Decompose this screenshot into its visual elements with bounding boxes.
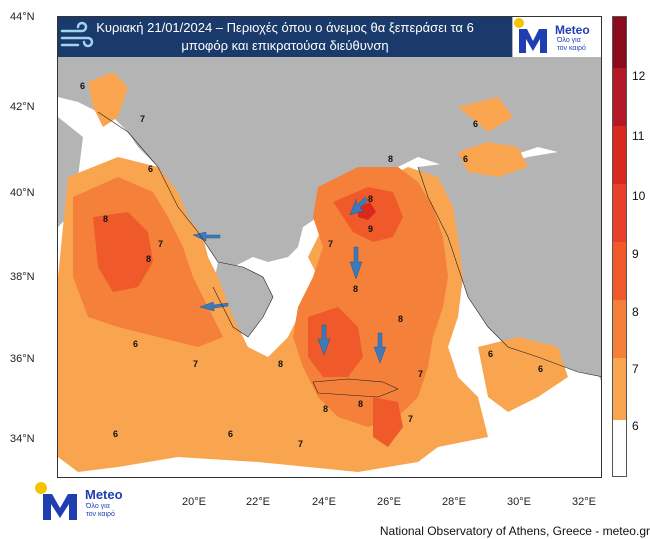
colorbar-label-8: 8 — [632, 305, 639, 319]
wind-icon — [60, 21, 94, 48]
contour-label-7: 7 — [418, 369, 423, 379]
lon-label-28: 28°E — [442, 496, 466, 508]
contour-label-6: 6 — [228, 429, 233, 439]
contour-label-6: 6 — [113, 429, 118, 439]
contour-label-7: 7 — [298, 439, 303, 449]
contour-label-7: 7 — [193, 359, 198, 369]
land-peloponnese — [213, 262, 273, 337]
contour-label-9: 9 — [368, 224, 373, 234]
contour-label-8: 8 — [368, 194, 373, 204]
map-title-line1: Κυριακή 21/01/2024 – Περιοχές όπου ο άνε… — [96, 20, 474, 35]
lon-label-24: 24°E — [312, 496, 336, 508]
meteo-logo-bottom[interactable]: Meteo Όλο για τον καιρό — [35, 482, 130, 522]
meteo-logo-top[interactable]: Meteo Όλο για τον καιρό — [513, 17, 601, 57]
lon-label-22: 22°E — [246, 496, 270, 508]
contour-labels: 6 7 6 8 7 8 6 7 6 8 9 8 7 8 8 8 8 7 8 7 … — [80, 81, 543, 449]
contour-label-8: 8 — [146, 254, 151, 264]
meteo-logo-bottom-tagline-1: Όλο για — [86, 503, 110, 510]
map-title-line2: μποφόρ και επικρατούσα διεύθυνση — [181, 38, 389, 53]
contour-label-8: 8 — [358, 399, 363, 409]
lon-label-20: 20°E — [182, 496, 206, 508]
colorbar-segment-8 — [613, 242, 626, 300]
meteo-logo-tagline-2: τον καιρό — [557, 45, 586, 52]
contour-label-7: 7 — [408, 414, 413, 424]
wind-map-canvas: 6 7 6 8 7 8 6 7 6 8 9 8 7 8 8 8 8 7 8 7 … — [58, 17, 601, 477]
land-balkans — [58, 17, 601, 267]
contour-label-8: 8 — [278, 359, 283, 369]
contour-label-7: 7 — [328, 239, 333, 249]
colorbar-segment-9 — [613, 184, 626, 242]
coastlines — [97, 111, 601, 398]
wind-arrow-south-3 — [373, 332, 387, 364]
wind-zone-bf8 — [93, 187, 403, 447]
contour-label-6: 6 — [473, 119, 478, 129]
colorbar-label-12: 12 — [632, 69, 646, 83]
meteo-logo-icon — [514, 18, 547, 53]
contour-label-8: 8 — [323, 404, 328, 414]
colorbar-label-7: 7 — [632, 362, 639, 376]
land-italy — [58, 117, 83, 227]
colorbar-segment-7 — [613, 300, 626, 358]
lon-label-26: 26°E — [377, 496, 401, 508]
colorbar-label-10: 10 — [632, 189, 646, 203]
contour-label-6: 6 — [463, 154, 468, 164]
meteo-logo-bottom-tagline-2: τον καιρό — [86, 511, 115, 518]
meteo-logo-tagline-1: Όλο για — [557, 37, 581, 44]
lat-label-42: 42°N — [10, 101, 35, 113]
colorbar-segment-12plus — [613, 17, 626, 68]
colorbar-segment-6 — [613, 358, 626, 420]
land-cyprus-hint — [598, 369, 601, 381]
lon-label-32: 32°E — [572, 496, 596, 508]
contour-label-6: 6 — [80, 81, 85, 91]
footer-credit: National Observatory of Athens, Greece -… — [379, 524, 650, 538]
colorbar-segment-10 — [613, 126, 626, 184]
wind-zone-bf9 — [358, 202, 376, 220]
wind-map: 6 7 6 8 7 8 6 7 6 8 9 8 7 8 8 8 8 7 8 7 … — [57, 16, 602, 478]
colorbar-label-9: 9 — [632, 247, 639, 261]
colorbar-label-6: 6 — [632, 419, 639, 433]
contour-label-6: 6 — [488, 349, 493, 359]
colorbar-segment-below6 — [613, 420, 626, 476]
contour-label-6: 6 — [148, 164, 153, 174]
wind-arrow-west-2 — [199, 301, 229, 312]
wind-arrow-south-2 — [317, 324, 331, 356]
wind-arrow-sw-1 — [349, 196, 369, 216]
wind-arrow-south-1 — [349, 246, 363, 280]
land-turkey — [418, 147, 601, 377]
lat-label-38: 38°N — [10, 271, 35, 283]
colorbar — [612, 16, 627, 477]
contour-label-7: 7 — [140, 114, 145, 124]
contour-label-8: 8 — [398, 314, 403, 324]
contour-label-6: 6 — [133, 339, 138, 349]
colorbar-segment-11 — [613, 68, 626, 126]
contour-label-7: 7 — [158, 239, 163, 249]
lat-label-34: 34°N — [10, 433, 35, 445]
lat-label-40: 40°N — [10, 187, 35, 199]
lat-label-44: 44°N — [10, 11, 35, 23]
meteo-logo-brand: Meteo — [555, 23, 590, 37]
meteo-logo-bottom-brand: Meteo — [85, 487, 123, 502]
contour-label-6: 6 — [538, 364, 543, 374]
contour-label-8: 8 — [388, 154, 393, 164]
lat-label-36: 36°N — [10, 353, 35, 365]
colorbar-label-11: 11 — [632, 129, 645, 143]
contour-label-8: 8 — [103, 214, 108, 224]
meteo-logo-bottom-icon — [35, 482, 77, 520]
contour-label-8: 8 — [353, 284, 358, 294]
lon-label-30: 30°E — [507, 496, 531, 508]
map-title: Κυριακή 21/01/2024 – Περιοχές όπου ο άνε… — [58, 17, 512, 57]
